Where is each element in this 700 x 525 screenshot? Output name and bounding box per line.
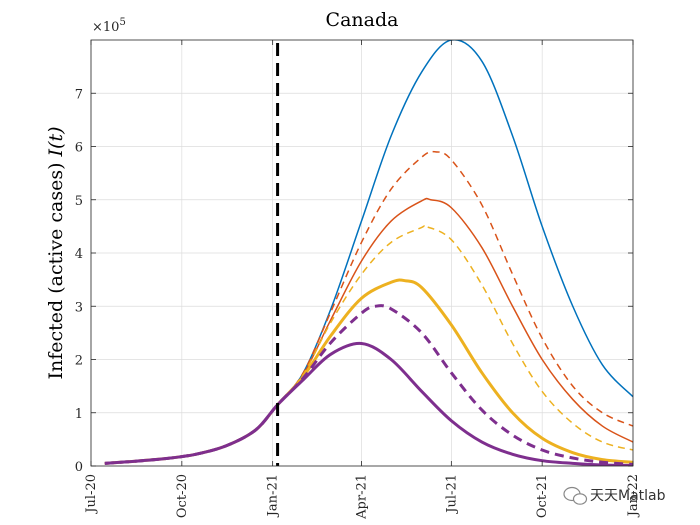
series-line-3 <box>104 197 633 465</box>
y-tick-labels: 0 1 2 3 4 5 6 7 <box>75 87 83 475</box>
y-axis-label-math: I(t) <box>45 127 67 158</box>
y-exponent-base: ×10 <box>92 20 119 35</box>
series-line-7 <box>104 341 633 466</box>
watermark: 天天Matlab <box>563 486 666 505</box>
x-tick-label: Oct-20 <box>175 474 190 518</box>
y-axis-label: Infected (active cases) I(t) <box>45 127 67 380</box>
x-tick-label: Jan-21 <box>266 474 281 518</box>
grid-layer <box>90 40 634 466</box>
series-line-6 <box>104 304 633 466</box>
x-tick-label: Jan-22 <box>626 474 641 518</box>
series-line-4 <box>104 224 633 465</box>
watermark-text: 天天Matlab <box>590 488 666 504</box>
y-tick-label: 4 <box>75 247 83 262</box>
series-layer <box>104 40 633 466</box>
y-exponent-label: ×105 <box>92 17 126 35</box>
y-tick-label: 7 <box>75 87 83 102</box>
y-exponent-power: 5 <box>119 17 125 28</box>
y-axis-label-text: Infected (active cases) <box>45 156 67 379</box>
x-tick-label: Apr-21 <box>355 474 370 520</box>
y-tick-label: 1 <box>75 407 83 422</box>
y-tick-label: 5 <box>75 194 83 209</box>
x-tick-label: Jul-21 <box>444 474 459 515</box>
wechat-icon <box>563 486 588 505</box>
x-tick-label: Jul-20 <box>84 474 99 515</box>
series-line-1 <box>104 40 633 465</box>
tick-layer <box>90 40 634 467</box>
y-tick-label: 2 <box>75 354 83 369</box>
y-tick-label: 6 <box>75 141 83 156</box>
x-tick-labels: Jul-20 Oct-20 Jan-21 Apr-21 Jul-21 Oct-21 Jan-… <box>84 474 641 520</box>
x-tick-label: Oct-21 <box>535 474 550 518</box>
y-tick-label: 3 <box>75 300 83 315</box>
chart-title: Canada <box>326 9 399 31</box>
y-tick-label: 0 <box>75 460 83 475</box>
